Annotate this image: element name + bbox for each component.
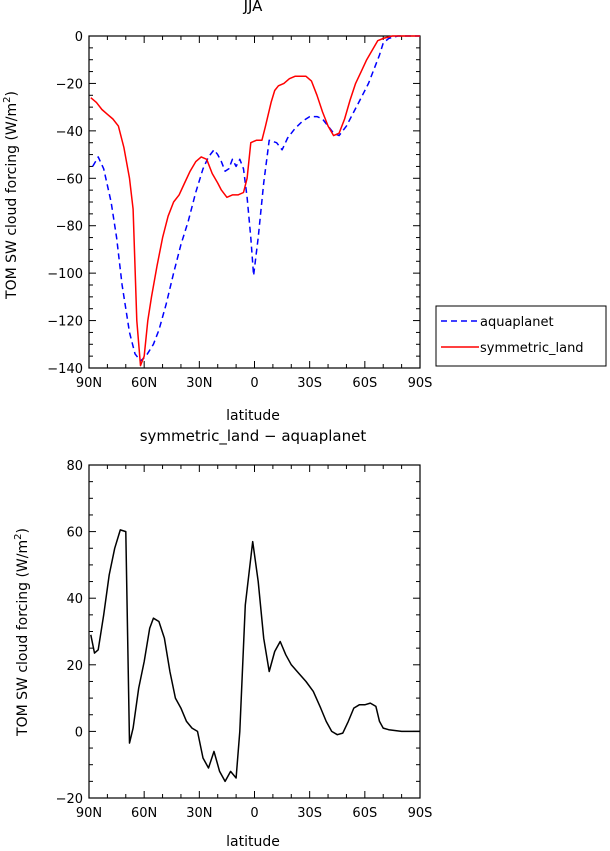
y-tick-label: −60: [56, 172, 83, 187]
x-tick-label: 90N: [76, 376, 102, 391]
plot-frame: [88, 35, 421, 369]
legend-label-symmetric-land: symmetric_land: [480, 341, 584, 356]
x-tick-label: 90S: [408, 376, 433, 391]
legend-box: [435, 305, 607, 367]
y-tick-label: −40: [56, 125, 83, 140]
y-tick-label: 20: [66, 659, 83, 674]
series-line-diff-0: [90, 529, 420, 783]
x-tick-label: 90N: [76, 806, 102, 821]
y-axis-label: TOM SW cloud forcing (W/m2): [13, 528, 31, 737]
y-tick-label: −140: [47, 362, 83, 377]
y-axis-label-close: ): [15, 528, 31, 533]
panel-bottom: symmetric_land − aquaplanet 806040200−20…: [13, 427, 432, 850]
series-group: [90, 35, 420, 367]
y-tick-label: −120: [47, 315, 83, 330]
y-axis-label: TOM SW cloud forcing (W/m2): [2, 91, 20, 300]
x-tick-label: 30S: [297, 806, 322, 821]
x-axis-label: latitude: [226, 834, 280, 850]
x-tick-label: 60S: [352, 376, 377, 391]
x-axis: 90N 60N 30N 0 30S 60S 90S: [76, 465, 433, 821]
y-tick-label: 80: [66, 459, 83, 474]
x-tick-label: 60N: [131, 806, 157, 821]
chart-title: symmetric_land − aquaplanet: [140, 427, 367, 446]
x-tick-label: 0: [250, 376, 258, 391]
x-axis: 90N 60N 30N 0 30S 60S 90S: [76, 36, 433, 391]
y-tick-label: −20: [56, 792, 83, 807]
x-tick-label: 30S: [297, 376, 322, 391]
x-axis-label: latitude: [226, 408, 280, 424]
y-tick-label: −20: [56, 77, 83, 92]
y-tick-label: −100: [47, 267, 83, 282]
y-axis-label-main: TOM SW cloud forcing (W/m: [15, 540, 31, 737]
y-axis-label-superscript: 2: [13, 534, 24, 540]
y-tick-label: 60: [66, 526, 83, 541]
y-tick-label: 0: [75, 30, 83, 45]
y-tick-label: 0: [75, 725, 83, 740]
y-tick-label: −80: [56, 220, 83, 235]
x-tick-label: 90S: [408, 806, 433, 821]
y-axis-label-main: TOM SW cloud forcing (W/m: [4, 103, 20, 300]
x-tick-label: 30N: [186, 806, 212, 821]
y-axis-label-close: ): [4, 91, 20, 96]
x-tick-label: 30N: [186, 376, 212, 391]
series-line-symmetric-land: [90, 35, 420, 367]
legend: aquaplanet symmetric_land: [435, 305, 607, 367]
x-tick-label: 60N: [131, 376, 157, 391]
y-axis: 80 60 40 20 0 −20: [56, 459, 420, 807]
legend-label-aquaplanet: aquaplanet: [480, 315, 554, 330]
x-tick-label: 0: [250, 806, 258, 821]
panel-top: JJA 0−20−40−60−80−100−120−140 90N 60N 30N 0…: [2, 0, 607, 424]
y-tick-label: 40: [66, 592, 83, 607]
y-axis-label-superscript: 2: [2, 97, 13, 103]
series-group: [90, 529, 420, 783]
y-axis: 0 −20 −40 −60 −80 −100 −120 −140: [47, 30, 420, 377]
plot-frame: [88, 464, 421, 799]
x-tick-label: 60S: [352, 806, 377, 821]
series-line-aquaplanet: [92, 35, 420, 362]
chart-title: JJA: [243, 0, 264, 15]
